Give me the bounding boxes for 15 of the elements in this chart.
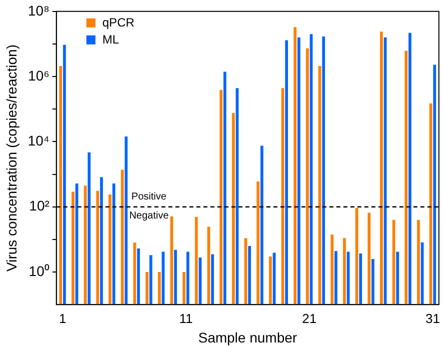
- y-axis-title: Virus concentration (copies/reaction): [3, 44, 20, 272]
- y-tick-label: 10²: [29, 198, 50, 214]
- annotation: Positive: [131, 192, 167, 203]
- y-tick-label: 10⁰: [28, 262, 50, 279]
- legend-label: ML: [102, 32, 120, 47]
- x-axis-title: Sample number: [198, 329, 298, 346]
- y-tick-label: 10⁶: [28, 67, 50, 84]
- x-tick-label: 1: [58, 310, 66, 326]
- x-tick-label: 11: [179, 310, 193, 326]
- legend-label: qPCR: [102, 16, 135, 30]
- y-tick-label: 10⁴: [28, 132, 50, 149]
- x-tick-label: 31: [425, 310, 440, 326]
- x-tick-label: 21: [302, 310, 317, 326]
- y-tick-label: 10⁸: [28, 2, 50, 18]
- annotation: Negative: [129, 210, 170, 222]
